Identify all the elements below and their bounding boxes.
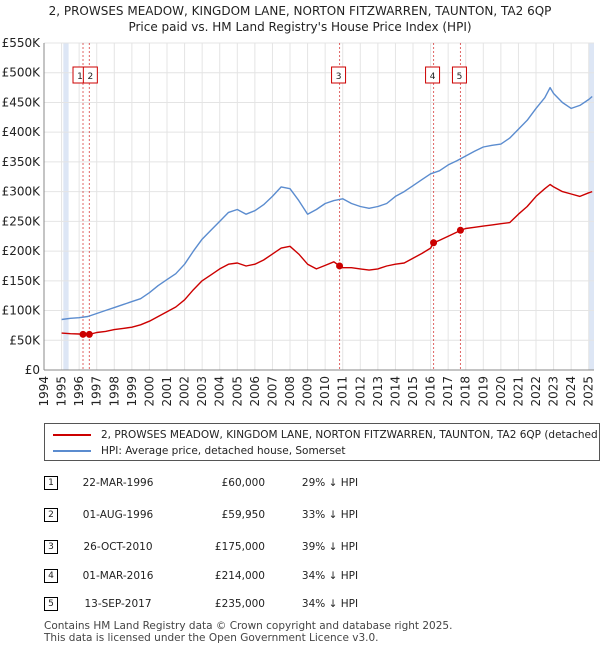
sale-label-text: 2 bbox=[87, 72, 93, 82]
x-tick-label: 1999 bbox=[125, 376, 139, 407]
legend-swatch-hpi bbox=[53, 450, 91, 452]
x-tick-label: 2012 bbox=[353, 376, 367, 407]
footer-licence: This data is licensed under the Open Gov… bbox=[44, 632, 379, 644]
x-tick-label: 2003 bbox=[195, 376, 209, 407]
y-tick-label: £400K bbox=[2, 125, 42, 139]
x-tick-label: 2000 bbox=[142, 376, 156, 407]
sale-hpi-diff: 34% ↓ HPI bbox=[301, 598, 359, 610]
table-row: 1 22-MAR-1996 £60,000 29% ↓ HPI bbox=[0, 473, 600, 493]
y-tick-label: £500K bbox=[2, 66, 42, 80]
x-tick-label: 1998 bbox=[107, 376, 121, 407]
sale-date: 01-AUG-1996 bbox=[82, 509, 154, 521]
y-tick-label: £250K bbox=[2, 214, 42, 228]
sale-date: 13-SEP-2017 bbox=[84, 598, 152, 610]
price-chart: £0 £50K £100K £150K £200K £250K £300K £350K £400… bbox=[2, 36, 596, 407]
x-tick-label: 2011 bbox=[336, 376, 350, 407]
sale-date: 26-OCT-2010 bbox=[83, 541, 153, 553]
x-tick-label: 2014 bbox=[388, 376, 402, 407]
x-tick-label: 2010 bbox=[318, 376, 332, 407]
sale-hpi-diff: 34% ↓ HPI bbox=[301, 570, 359, 582]
sale-label-text: 4 bbox=[430, 72, 436, 82]
sale-number-badge: 1 bbox=[44, 476, 58, 490]
sale-price: £60,000 bbox=[221, 477, 265, 489]
chart-title-line-2: Price paid vs. HM Land Registry's House … bbox=[128, 20, 472, 34]
sale-marker bbox=[336, 262, 344, 270]
y-tick-label: £50K bbox=[9, 333, 41, 347]
x-tick-label: 1997 bbox=[90, 376, 104, 407]
x-tick-label: 2006 bbox=[248, 376, 262, 407]
y-tick-label: £350K bbox=[2, 155, 42, 169]
y-tick-label: £450K bbox=[2, 95, 42, 109]
sale-number-badge: 2 bbox=[44, 508, 58, 522]
sale-price: £59,950 bbox=[221, 509, 265, 521]
x-tick-label: 2002 bbox=[178, 376, 192, 407]
x-tick-label: 2017 bbox=[441, 376, 455, 407]
sale-price: £235,000 bbox=[214, 598, 265, 610]
x-tick-label: 2007 bbox=[265, 376, 279, 407]
footer-copyright: Contains HM Land Registry data © Crown c… bbox=[44, 620, 453, 632]
sale-price: £214,000 bbox=[214, 570, 265, 582]
x-tick-label: 2005 bbox=[230, 376, 244, 407]
table-row: 3 26-OCT-2010 £175,000 39% ↓ HPI bbox=[0, 537, 600, 557]
y-tick-label: £550K bbox=[2, 36, 42, 50]
shaded-band bbox=[588, 43, 594, 370]
sale-marker bbox=[85, 330, 93, 338]
plot-area bbox=[44, 43, 594, 370]
x-tick-label: 2009 bbox=[301, 376, 315, 407]
x-tick-label: 2015 bbox=[406, 376, 420, 407]
chart-title-line-1: 2, PROWSES MEADOW, KINGDOM LANE, NORTON … bbox=[48, 4, 552, 18]
x-tick-label: 2001 bbox=[160, 376, 174, 407]
x-tick-label: 2021 bbox=[511, 376, 525, 407]
x-tick-label: 2023 bbox=[547, 376, 561, 407]
y-tick-label: £300K bbox=[2, 185, 42, 199]
x-tick-label: 2019 bbox=[476, 376, 490, 407]
sale-number-badge: 3 bbox=[44, 540, 58, 554]
table-row: 5 13-SEP-2017 £235,000 34% ↓ HPI bbox=[0, 594, 600, 614]
x-tick-label: 2018 bbox=[459, 376, 473, 407]
sale-hpi-diff: 33% ↓ HPI bbox=[301, 509, 359, 521]
sale-hpi-diff: 39% ↓ HPI bbox=[301, 541, 359, 553]
sale-price: £175,000 bbox=[214, 541, 265, 553]
sale-marker bbox=[456, 226, 464, 234]
x-tick-label: 1995 bbox=[55, 376, 69, 407]
sale-label-text: 1 bbox=[77, 72, 83, 82]
sale-label-box bbox=[451, 66, 467, 84]
sale-number-badge: 5 bbox=[44, 597, 58, 611]
sale-date: 22-MAR-1996 bbox=[82, 477, 154, 489]
sale-label-text: 5 bbox=[457, 72, 463, 82]
sale-label-box bbox=[331, 66, 347, 84]
table-row: 2 01-AUG-1996 £59,950 33% ↓ HPI bbox=[0, 505, 600, 525]
y-tick-label: £200K bbox=[2, 244, 42, 258]
sale-date: 01-MAR-2016 bbox=[82, 570, 154, 582]
sale-label-box bbox=[425, 66, 441, 84]
legend-label-property: 2, PROWSES MEADOW, KINGDOM LANE, NORTON … bbox=[101, 429, 600, 441]
y-tick-label: £150K bbox=[2, 274, 42, 288]
x-tick-label: 2016 bbox=[424, 376, 438, 407]
y-tick-label: £100K bbox=[2, 304, 42, 318]
sale-marker bbox=[430, 239, 438, 247]
x-tick-label: 2024 bbox=[564, 376, 578, 407]
x-tick-label: 2022 bbox=[529, 376, 543, 407]
x-tick-label: 2004 bbox=[213, 376, 227, 407]
legend-label-hpi: HPI: Average price, detached house, Some… bbox=[101, 445, 346, 457]
y-tick-label: £0 bbox=[25, 363, 40, 377]
x-tick-label: 1994 bbox=[37, 376, 51, 407]
x-tick-label: 2025 bbox=[582, 376, 596, 407]
x-tick-label: 2020 bbox=[494, 376, 508, 407]
x-tick-label: 2013 bbox=[371, 376, 385, 407]
table-row: 4 01-MAR-2016 £214,000 34% ↓ HPI bbox=[0, 566, 600, 586]
sale-label-text: 3 bbox=[336, 72, 342, 82]
sale-label-box bbox=[82, 66, 98, 84]
shaded-band bbox=[63, 43, 69, 370]
chart-legend: 2, PROWSES MEADOW, KINGDOM LANE, NORTON … bbox=[44, 423, 600, 461]
series-line-hpi bbox=[61, 86, 593, 321]
sale-marker bbox=[79, 330, 87, 338]
x-tick-label: 1996 bbox=[72, 376, 86, 407]
sale-hpi-diff: 29% ↓ HPI bbox=[301, 477, 359, 489]
sale-number-badge: 4 bbox=[44, 569, 58, 583]
x-tick-label: 2008 bbox=[283, 376, 297, 407]
legend-swatch-property bbox=[53, 434, 91, 436]
